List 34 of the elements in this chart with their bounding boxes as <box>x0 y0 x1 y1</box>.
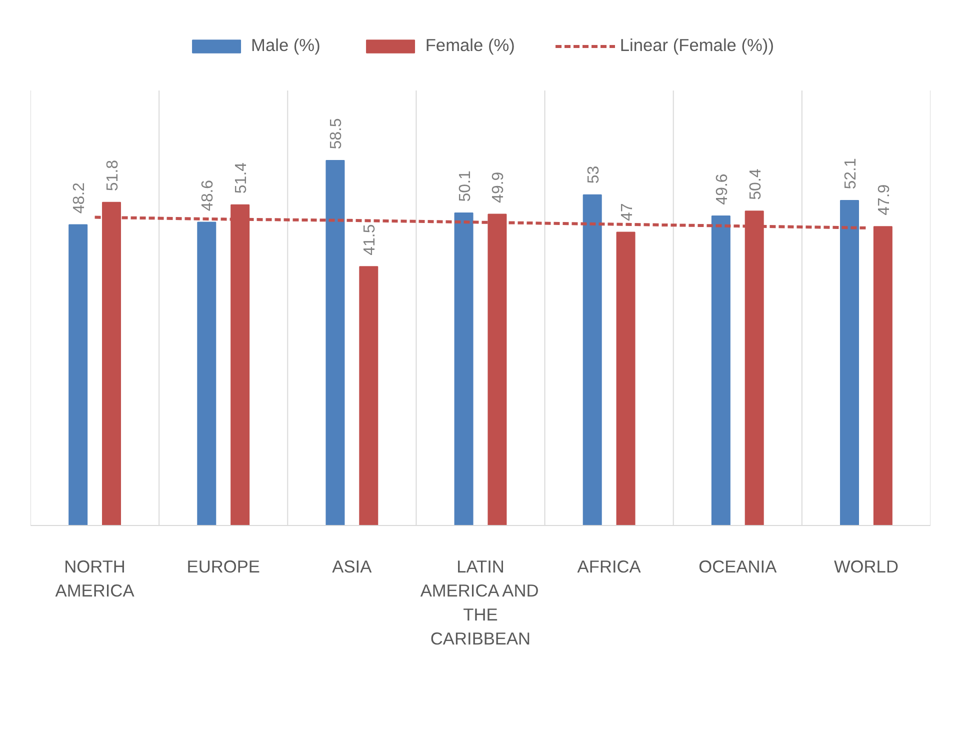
x-tick-label: EUROPE <box>186 556 260 576</box>
data-label: 49.6 <box>714 174 731 205</box>
bar <box>359 266 378 526</box>
bar <box>454 212 474 526</box>
data-label: 52.1 <box>842 158 860 190</box>
data-label: 48.6 <box>200 180 217 212</box>
data-label: 47.9 <box>876 184 893 216</box>
x-tick-label: WORLD <box>834 556 898 576</box>
legend-label: Male (%) <box>251 35 320 56</box>
bar <box>68 224 88 526</box>
bar <box>582 194 602 526</box>
data-label: 50.4 <box>747 168 764 200</box>
x-tick-label: OCEANIA <box>698 556 778 576</box>
data-label: 53 <box>585 166 602 184</box>
data-label: 51.8 <box>104 160 122 192</box>
legend-label: Female (%) <box>425 35 515 56</box>
data-label: 47 <box>618 203 636 222</box>
data-label: 51.4 <box>233 162 250 194</box>
bar <box>873 226 892 526</box>
bar <box>326 160 345 526</box>
data-label: 58.5 <box>328 118 346 150</box>
x-tick-label: ASIA <box>332 556 372 576</box>
bar <box>711 216 730 526</box>
x-tick-label: NORTH AMERICA <box>55 556 135 600</box>
data-label: 49.9 <box>490 172 508 203</box>
bar <box>840 200 859 526</box>
x-tick-label: AFRICA <box>577 556 642 576</box>
bar <box>197 222 216 526</box>
bar <box>616 232 636 526</box>
data-label: 48.2 <box>71 182 88 214</box>
data-label: 41.5 <box>362 224 379 256</box>
x-tick-label: LATIN AMERICA AND THE CARIBBEAN <box>420 556 539 648</box>
legend-label: Linear (Female (%)) <box>620 35 774 56</box>
data-label: 50.1 <box>456 170 474 202</box>
